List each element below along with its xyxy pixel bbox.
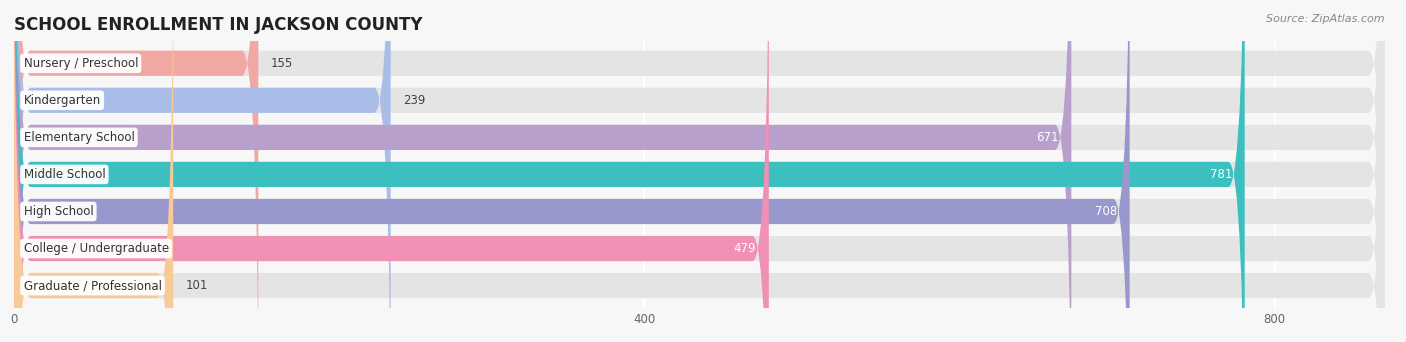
FancyBboxPatch shape: [14, 0, 259, 342]
Text: Graduate / Professional: Graduate / Professional: [24, 279, 162, 292]
Text: 239: 239: [404, 94, 426, 107]
FancyBboxPatch shape: [14, 0, 769, 342]
FancyBboxPatch shape: [14, 0, 173, 342]
FancyBboxPatch shape: [14, 0, 1385, 342]
FancyBboxPatch shape: [14, 0, 1385, 342]
Text: 708: 708: [1095, 205, 1116, 218]
FancyBboxPatch shape: [14, 0, 1129, 342]
Text: Elementary School: Elementary School: [24, 131, 135, 144]
FancyBboxPatch shape: [14, 0, 1385, 342]
Text: 479: 479: [734, 242, 756, 255]
FancyBboxPatch shape: [14, 0, 1385, 342]
Text: Nursery / Preschool: Nursery / Preschool: [24, 57, 138, 70]
FancyBboxPatch shape: [14, 0, 1385, 342]
Text: 671: 671: [1036, 131, 1059, 144]
Text: 781: 781: [1209, 168, 1232, 181]
FancyBboxPatch shape: [14, 0, 1385, 342]
FancyBboxPatch shape: [14, 0, 1071, 342]
Text: Source: ZipAtlas.com: Source: ZipAtlas.com: [1267, 14, 1385, 24]
Text: Middle School: Middle School: [24, 168, 105, 181]
FancyBboxPatch shape: [14, 0, 391, 342]
Text: College / Undergraduate: College / Undergraduate: [24, 242, 169, 255]
FancyBboxPatch shape: [14, 0, 1244, 342]
Text: High School: High School: [24, 205, 93, 218]
Text: SCHOOL ENROLLMENT IN JACKSON COUNTY: SCHOOL ENROLLMENT IN JACKSON COUNTY: [14, 16, 423, 34]
Text: Kindergarten: Kindergarten: [24, 94, 101, 107]
Text: 101: 101: [186, 279, 208, 292]
Text: 155: 155: [271, 57, 292, 70]
FancyBboxPatch shape: [14, 0, 1385, 342]
